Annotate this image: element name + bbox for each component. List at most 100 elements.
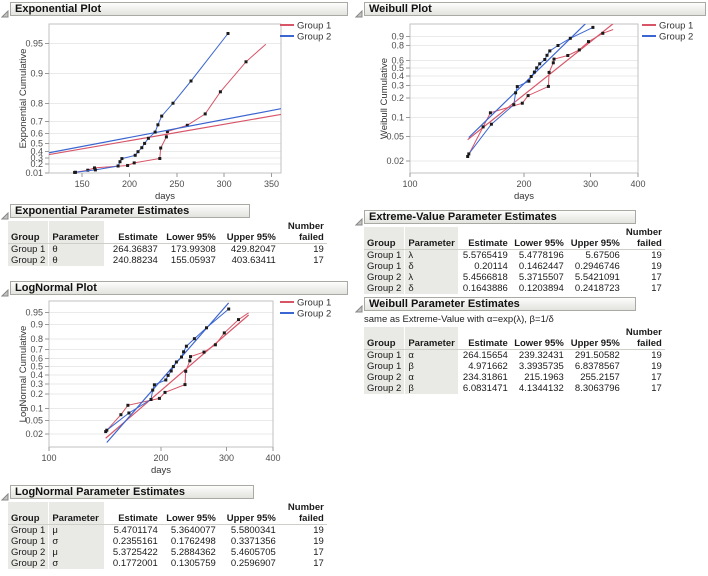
svg-text:0.3: 0.3 xyxy=(391,80,404,90)
svg-text:0.4: 0.4 xyxy=(30,146,43,156)
table-row[interactable]: Group 2 μ 5.3725422 5.2884362 5.4605705 17 xyxy=(8,547,327,558)
disclosure-triangle-icon[interactable] xyxy=(0,207,9,220)
cell: 173.99308 xyxy=(170,244,216,255)
legend-label: Group 1 xyxy=(659,21,693,32)
cell: 5.4778196 xyxy=(518,250,564,261)
y-gridlines xyxy=(49,312,273,435)
data-points-group-1 xyxy=(104,318,240,434)
legend-label: Group 2 xyxy=(297,309,331,320)
table-row[interactable]: Group 1 α 264.15654 239.32431 291.50582 19 xyxy=(364,349,665,361)
lognormal-estimates-table: Group Parameter Estimate Lower 95% Upper 95%… xyxy=(8,502,353,569)
svg-text:0.4: 0.4 xyxy=(391,71,404,81)
table-row[interactable]: Group 1 δ 0.20114 0.1462447 0.2946746 19 xyxy=(364,261,665,272)
svg-text:300: 300 xyxy=(583,179,598,189)
triangle-shape xyxy=(0,288,9,297)
section-title-weibull-estimates[interactable]: Weibull Parameter Estimates xyxy=(364,297,636,311)
x-axis: 100 200 300 400 xyxy=(402,173,646,189)
section-title-extreme-value-estimates[interactable]: Extreme-Value Parameter Estimates xyxy=(364,210,636,224)
column-header-group: Group xyxy=(364,327,406,350)
table-row[interactable]: Group 2 λ 5.4566818 5.3715507 5.5421091 17 xyxy=(364,272,665,283)
cell: 19 xyxy=(651,250,662,261)
cell: λ xyxy=(404,249,460,261)
table-row[interactable]: Group 2 β 6.0831471 4.1344132 8.3063796 17 xyxy=(364,383,665,394)
exponential-estimates: Group Parameter Estimate Lower 95% Upper 95%… xyxy=(8,221,327,266)
cell: 215.1963 xyxy=(524,372,564,383)
section-extreme-value-estimates: Extreme-Value Parameter Estimates Group P… xyxy=(354,210,708,294)
section-title-exponential-plot[interactable]: Exponential Plot xyxy=(10,2,348,16)
cell: 0.3371356 xyxy=(230,536,276,547)
svg-text:0.3: 0.3 xyxy=(30,379,43,389)
section-title-lognormal-plot[interactable]: LogNormal Plot xyxy=(10,281,348,295)
column-header-upper-95-: Upper 95% xyxy=(218,502,279,525)
section-title-lognormal-estimates[interactable]: LogNormal Parameter Estimates xyxy=(10,485,254,499)
cell: μ xyxy=(48,524,106,536)
column-header-upper-95-: Upper 95% xyxy=(566,227,623,250)
table-row[interactable]: Group 1 θ 264.36837 173.99308 429.82047 19 xyxy=(8,243,327,255)
section-title-weibull-plot[interactable]: Weibull Plot xyxy=(364,2,706,16)
exponential-plot-canvas[interactable]: 0.010.20.30.40.50.6 0.7 0.8 0.9 0.95 150 200 25… xyxy=(0,16,353,203)
cell: 264.36837 xyxy=(112,244,158,255)
section-lognormal-estimates: LogNormal Parameter Estimates Group Param… xyxy=(0,485,353,569)
weibull-estimates: Group Parameter Estimate Lower 95% Upper 95%… xyxy=(364,327,665,394)
disclosure-triangle-icon[interactable] xyxy=(0,5,9,18)
svg-text:0.4: 0.4 xyxy=(30,370,43,380)
cell: β xyxy=(404,361,460,372)
svg-text:150: 150 xyxy=(75,179,90,189)
cell: Group 2 xyxy=(8,255,50,266)
cell: 19 xyxy=(651,261,662,272)
disclosure-triangle-icon[interactable] xyxy=(0,488,9,501)
table-row[interactable]: Group 2 σ 0.1772001 0.1305759 0.2596907 17 xyxy=(8,558,327,569)
table-row[interactable]: Group 1 λ 5.5765419 5.4778196 5.67506 19 xyxy=(364,249,665,261)
x-axis-label: days xyxy=(155,191,175,202)
cell: Group 1 xyxy=(364,349,406,361)
weibull-plot-canvas[interactable]: 0.02 0.05 0.1 0.2 0.30.40.50.6 0.80.9 100 200 30… xyxy=(354,16,708,208)
cell: 5.4605705 xyxy=(230,547,276,558)
table-row[interactable]: Group 1 β 4.971662 3.3935735 6.8378567 19 xyxy=(364,361,665,372)
x-axis: 150 200 250 300 350 xyxy=(75,173,279,189)
section-title-exponential-estimates[interactable]: Exponential Parameter Estimates xyxy=(10,204,250,218)
table-row[interactable]: Group 1 μ 5.4701174 5.3640077 5.5800341 19 xyxy=(8,524,327,536)
column-header-estimate: Estimate xyxy=(458,327,511,350)
table-row[interactable]: Group 2 δ 0.1643886 0.1203894 0.2418723 17 xyxy=(364,283,665,294)
cell: 5.3725422 xyxy=(112,547,158,558)
triangle-shape xyxy=(354,9,363,18)
right-column: Weibull Plot 0.02 0.05 0.1 0.2 0.3 0.4 0.5 0.6 0… xyxy=(354,0,708,576)
section-lognormal-plot: LogNormal Plot 0.02 0.05 0.1 0.2 0.3 0.4 0.5 0.… xyxy=(0,281,353,483)
triangle-shape xyxy=(0,211,9,220)
fit-line-group-1 xyxy=(105,314,250,439)
disclosure-triangle-icon[interactable] xyxy=(0,284,9,297)
cell: δ xyxy=(404,261,460,272)
svg-text:350: 350 xyxy=(264,179,279,189)
cell: Group 1 xyxy=(364,249,406,261)
cell: Group 2 xyxy=(364,283,406,294)
cell: θ xyxy=(48,243,106,255)
fit-line-group-1 xyxy=(49,113,281,156)
y-axis: 0.02 0.05 0.1 0.20.30.40.50.60.70.8 0.9 0.95 xyxy=(25,308,49,439)
lognormal-plot-canvas[interactable]: 0.02 0.05 0.1 0.20.30.40.50.60.70.8 0.9 0.95 1… xyxy=(0,295,353,483)
cell: α xyxy=(404,349,460,361)
disclosure-triangle-icon[interactable] xyxy=(354,300,363,313)
cell: 19 xyxy=(313,244,324,255)
cell: 19 xyxy=(651,350,662,361)
cell: 3.3935735 xyxy=(518,361,564,372)
svg-text:400: 400 xyxy=(265,453,280,463)
series-line-group-2 xyxy=(75,33,229,173)
svg-text:0.7: 0.7 xyxy=(30,344,43,354)
svg-text:0.5: 0.5 xyxy=(30,138,43,148)
svg-text:0.6: 0.6 xyxy=(391,56,404,66)
table-row[interactable]: Group 2 α 234.31861 215.1963 255.2157 17 xyxy=(364,372,665,383)
svg-text:400: 400 xyxy=(630,179,645,189)
left-column: Exponential Plot 0.01 0.2 0.3 0.4 0.5 0.6 0.7 0… xyxy=(0,0,353,576)
disclosure-triangle-icon[interactable] xyxy=(354,213,363,226)
column-header-parameter: Parameter xyxy=(48,221,106,244)
cell: 17 xyxy=(313,558,324,569)
table-row[interactable]: Group 2 θ 240.88234 155.05937 403.63411 17 xyxy=(8,255,327,266)
cell: 8.3063796 xyxy=(574,383,620,394)
weibull-estimates-note: same as Extreme-Value with α=exp(λ), β=1… xyxy=(364,314,554,325)
cell: 19 xyxy=(651,361,662,372)
cell: 5.5421091 xyxy=(574,272,620,283)
disclosure-triangle-icon[interactable] xyxy=(354,5,363,18)
table-row[interactable]: Group 1 σ 0.2355161 0.1762498 0.3371356 19 xyxy=(8,536,327,547)
triangle-shape xyxy=(0,492,9,501)
